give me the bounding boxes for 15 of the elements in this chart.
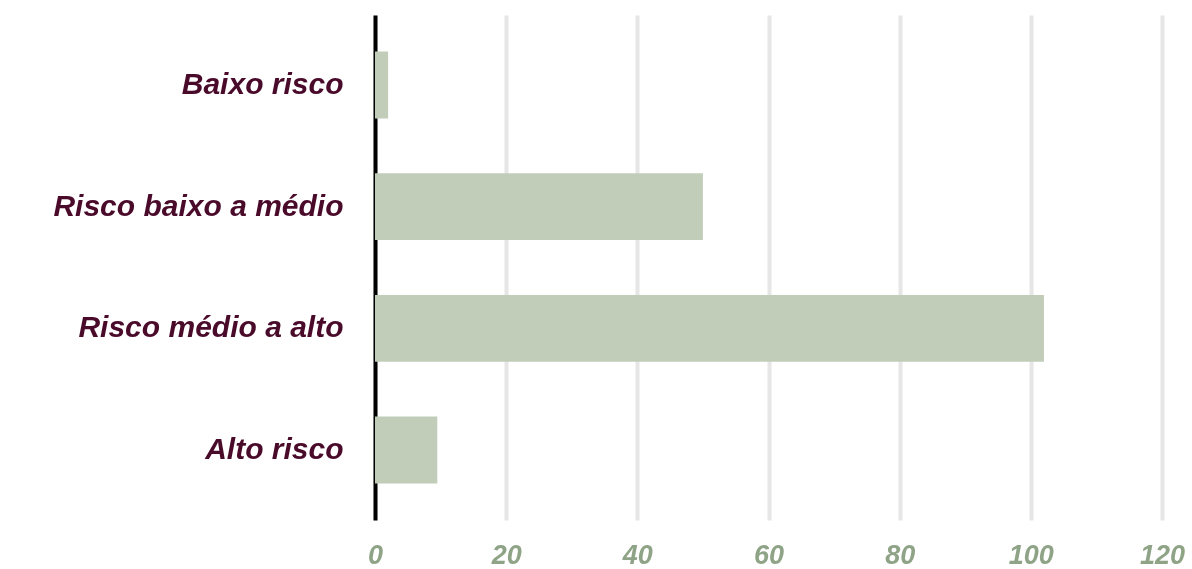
bar (375, 416, 438, 484)
x-tick-label: 80 (885, 539, 916, 569)
x-tick-label: 20 (490, 539, 522, 569)
bar (375, 51, 389, 119)
x-tick-label: 120 (1139, 539, 1186, 569)
x-tick-label: 100 (1008, 539, 1054, 569)
bar (375, 173, 703, 241)
x-tick-label: 0 (367, 539, 384, 569)
y-tick-label: Alto risco (204, 432, 344, 466)
y-tick-label: Risco baixo a médio (53, 188, 344, 222)
bar (375, 294, 1044, 362)
x-tick-label: 40 (621, 539, 653, 569)
x-tick-label: 60 (753, 539, 785, 569)
y-tick-label: Risco médio a alto (78, 310, 344, 344)
y-tick-label: Baixo risco (181, 66, 344, 100)
